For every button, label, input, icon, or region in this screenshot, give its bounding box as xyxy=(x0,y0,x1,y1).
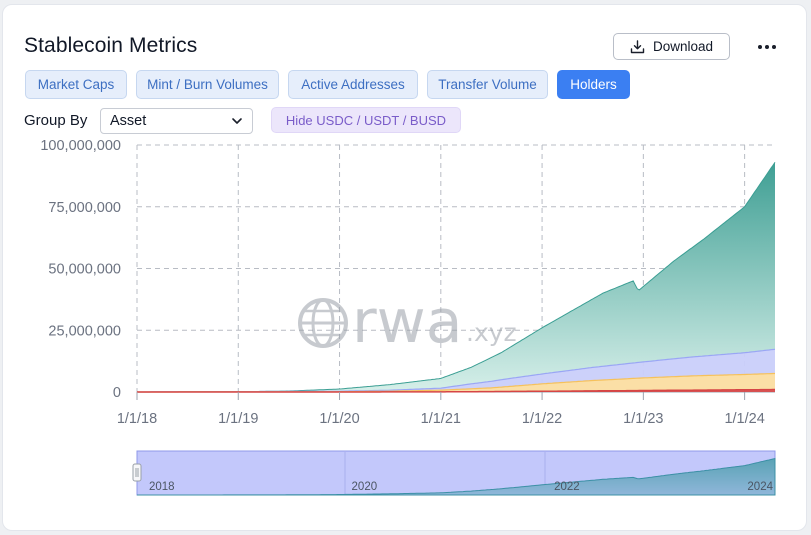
download-icon xyxy=(630,39,645,53)
more-options-icon[interactable] xyxy=(752,36,782,58)
navigator-label: 2018 xyxy=(149,481,175,493)
navigator-label: 2020 xyxy=(352,481,378,493)
tab-mint-burn-volumes[interactable]: Mint / Burn Volumes xyxy=(136,70,279,99)
range-navigator[interactable]: 2018 2020 2022 2024 xyxy=(132,450,776,496)
series-orange-area xyxy=(137,373,775,392)
hide-major-stablecoins-toggle[interactable]: Hide USDC / USDT / BUSD xyxy=(271,107,461,133)
group-by-label: Group By xyxy=(24,112,88,129)
watermark-brand: rwa xyxy=(352,287,463,357)
series-red-line xyxy=(137,388,775,393)
navigator-left-handle[interactable] xyxy=(132,463,142,482)
navigator-series xyxy=(137,457,776,496)
y-tick-label: 0 xyxy=(113,385,121,401)
download-label: Download xyxy=(652,39,714,54)
y-tick-label: 50,000,000 xyxy=(48,262,121,278)
tab-transfer-volume[interactable]: Transfer Volume xyxy=(427,70,548,99)
watermark-suffix: .xyz xyxy=(466,318,517,347)
chart-areas xyxy=(137,162,776,393)
tab-holders[interactable]: Holders xyxy=(557,70,630,99)
series-blue-area xyxy=(137,349,775,392)
x-tick-label: 1/1/19 xyxy=(218,411,258,427)
page-title: Stablecoin Metrics xyxy=(24,34,198,57)
x-tick-label: 1/1/23 xyxy=(623,411,663,427)
group-by-select[interactable]: Asset xyxy=(100,108,253,134)
group-by-value: Asset xyxy=(110,113,147,129)
x-tick-label: 1/1/22 xyxy=(522,411,562,427)
x-tick-label: 1/1/18 xyxy=(117,411,157,427)
series-teal-area xyxy=(137,162,775,392)
download-button[interactable]: Download xyxy=(613,33,730,60)
tab-market-caps[interactable]: Market Caps xyxy=(25,70,127,99)
navigator-label: 2022 xyxy=(554,481,580,493)
navigator-label: 2024 xyxy=(747,481,773,493)
chevron-down-icon xyxy=(232,118,242,124)
x-axis: 1/1/18 1/1/19 1/1/20 1/1/21 1/1/22 1/1/23 1/1/… xyxy=(117,392,765,427)
x-tick-label: 1/1/20 xyxy=(319,411,359,427)
rwa-watermark: rwa .xyz xyxy=(298,287,517,357)
tab-active-addresses[interactable]: Active Addresses xyxy=(288,70,418,99)
x-tick-label: 1/1/24 xyxy=(724,411,764,427)
y-tick-label: 75,000,000 xyxy=(48,200,121,216)
y-tick-label: 100,000,000 xyxy=(40,138,121,154)
globe-icon xyxy=(298,298,348,348)
y-axis: 0 25,000,000 50,000,000 75,000,000 100,000,0… xyxy=(40,138,121,401)
y-tick-label: 25,000,000 xyxy=(48,323,121,339)
x-tick-label: 1/1/21 xyxy=(421,411,461,427)
